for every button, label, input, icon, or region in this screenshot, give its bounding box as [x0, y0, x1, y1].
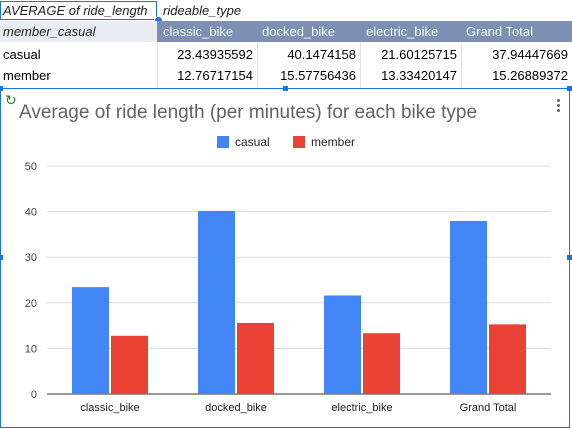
x-tick-label: classic_bike: [80, 402, 139, 414]
value-cell[interactable]: 15.26889372: [461, 65, 572, 86]
x-tick-label: electric_bike: [331, 402, 392, 414]
bar-member[interactable]: [237, 323, 274, 394]
value-cell[interactable]: 15.57756436: [257, 65, 360, 86]
y-tick-label: 20: [25, 298, 37, 310]
value-cell[interactable]: 23.43935592: [157, 44, 257, 65]
bar-chart-plot: 0 10 20 30 40 50 classic_bike docked_bike electr…: [1, 89, 569, 427]
pivot-table: AVERAGE of ride_length rideable_type mem…: [0, 0, 572, 90]
pivot-row-field[interactable]: member_casual: [0, 21, 157, 42]
table-row: member 12.76717154 15.57756436 13.334201…: [0, 65, 572, 86]
y-tick-label: 0: [31, 389, 37, 401]
pivot-column-header[interactable]: docked_bike: [262, 21, 360, 42]
pivot-column-header-row: member_casual classic_bike docked_bike e…: [0, 21, 572, 42]
bar-casual[interactable]: [198, 211, 235, 394]
bar-casual[interactable]: [324, 295, 361, 394]
bar-member[interactable]: [111, 336, 148, 394]
bar-member[interactable]: [363, 333, 400, 394]
value-cell[interactable]: 12.76717154: [157, 65, 257, 86]
value-cell[interactable]: 40.1474158: [257, 44, 360, 65]
y-tick-label: 40: [25, 207, 37, 219]
y-tick-label: 10: [25, 343, 37, 355]
embedded-chart[interactable]: ↻ Average of ride length (per minutes) f…: [0, 88, 570, 428]
x-tick-label: docked_bike: [205, 402, 267, 414]
row-label[interactable]: member: [0, 65, 157, 86]
value-cell[interactable]: 21.60125715: [360, 44, 461, 65]
value-cell[interactable]: 13.33420147: [360, 65, 461, 86]
y-tick-label: 30: [25, 252, 37, 264]
bar-casual[interactable]: [450, 221, 487, 394]
value-cell[interactable]: 37.94447669: [461, 44, 572, 65]
y-tick-label: 50: [25, 161, 37, 173]
selected-cell-outline: [0, 1, 157, 20]
bar-member[interactable]: [489, 324, 526, 394]
pivot-column-header[interactable]: classic_bike: [163, 21, 257, 42]
x-tick-label: Grand Total: [460, 402, 517, 414]
bar-casual[interactable]: [72, 287, 109, 394]
resize-handle[interactable]: [0, 86, 3, 91]
pivot-column-header[interactable]: Grand Total: [466, 21, 572, 42]
resize-handle[interactable]: [0, 255, 3, 260]
row-label[interactable]: casual: [0, 44, 157, 65]
resize-handle[interactable]: [567, 255, 572, 260]
pivot-column-header[interactable]: electric_bike: [366, 21, 461, 42]
resize-handle[interactable]: [567, 86, 572, 91]
table-row: casual 23.43935592 40.1474158 21.6012571…: [0, 44, 572, 65]
resize-handle[interactable]: [283, 86, 288, 91]
pivot-column-field[interactable]: rideable_type: [160, 0, 360, 21]
